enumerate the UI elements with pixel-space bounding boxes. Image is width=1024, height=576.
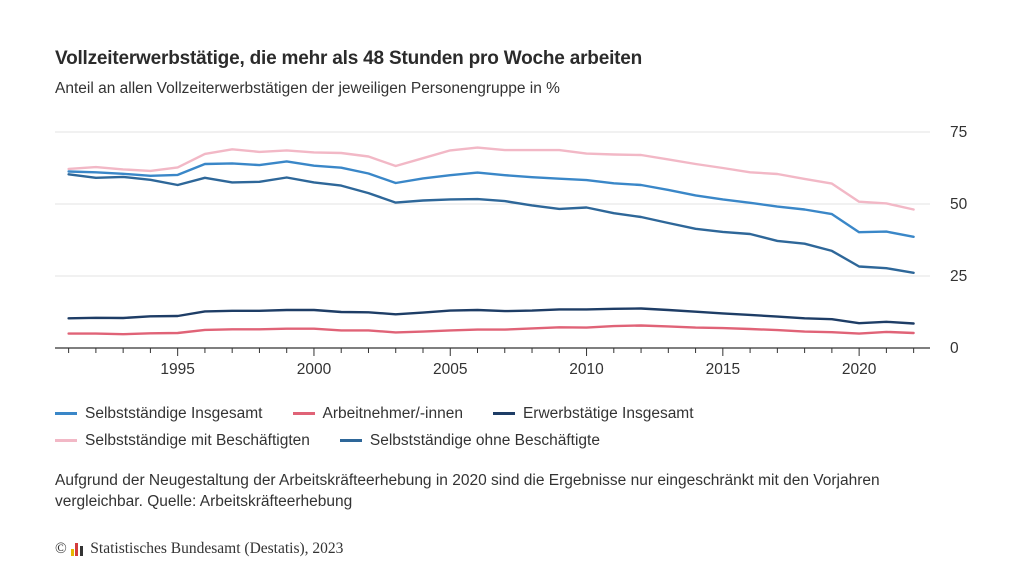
series-line-0 <box>67 160 915 239</box>
series-line-4 <box>67 173 915 274</box>
logo-bar <box>79 546 83 556</box>
legend-item-selbststaendige-insgesamt: Selbstständige Insgesamt <box>55 405 263 423</box>
y-tick-label: 50 <box>950 196 968 213</box>
legend-swatch <box>339 439 362 442</box>
legend-swatch <box>55 412 77 415</box>
chart-subtitle: Anteil an allen Vollzeiterwerbstätigen d… <box>55 80 560 97</box>
legend-row-2: Selbstständige mit Beschäftigten Selbsts… <box>55 427 724 454</box>
chart-legend: Selbstständige Insgesamt Arbeitnehmer/-i… <box>55 400 724 454</box>
destatis-logo-icon <box>70 542 85 556</box>
x-tick-label: 2015 <box>706 361 740 378</box>
x-tick-label: 2005 <box>433 361 467 378</box>
series-line-1 <box>67 324 915 336</box>
y-tick-label: 75 <box>950 124 967 141</box>
logo-bar <box>75 543 79 556</box>
legend-swatch <box>492 412 515 415</box>
x-tick-label: 2020 <box>842 361 877 378</box>
legend-label: Selbstständige mit Beschäftigten <box>85 431 310 449</box>
legend-item-erwerbstaetige-insgesamt: Erwerbstätige Insgesamt <box>492 404 694 423</box>
line-chart: 0 25 50 75 1995 2000 2005 2010 2015 2020 <box>55 124 968 378</box>
footer-credit: © Statistisches Bundesamt (Destatis), 20… <box>55 540 343 558</box>
series-line-3 <box>67 146 915 211</box>
x-tick-label: 2000 <box>297 361 332 378</box>
legend-row-1: Selbstständige Insgesamt Arbeitnehmer/-i… <box>55 400 724 427</box>
legend-item-selbststaendige-ohne-beschaeftigte: Selbstständige ohne Beschäftigte <box>339 431 600 450</box>
series-line-2 <box>67 307 915 325</box>
copyright-symbol: © <box>55 540 67 557</box>
legend-item-selbststaendige-mit-beschaeftigten: Selbstständige mit Beschäftigten <box>55 432 310 450</box>
legend-label: Selbstständige Insgesamt <box>85 404 263 422</box>
footer-text: Statistisches Bundesamt (Destatis), 2023 <box>90 540 344 557</box>
y-tick-label: 25 <box>950 268 967 285</box>
legend-swatch <box>55 439 77 442</box>
logo-bar <box>70 549 74 556</box>
legend-label: Selbstständige ohne Beschäftigte <box>369 431 600 449</box>
x-tick-label: 2010 <box>569 361 604 378</box>
chart-note: Aufgrund der Neugestaltung der Arbeitskr… <box>55 472 880 510</box>
legend-swatch <box>292 412 315 415</box>
chart-title: Vollzeiterwerbstätige, die mehr als 48 S… <box>55 48 643 69</box>
legend-label: Erwerbstätige Insgesamt <box>522 404 694 422</box>
legend-label: Arbeitnehmer/-innen <box>322 404 463 422</box>
legend-item-arbeitnehmer: Arbeitnehmer/-innen <box>292 404 463 423</box>
x-tick-label: 1995 <box>160 361 194 378</box>
y-tick-label: 0 <box>950 340 959 357</box>
